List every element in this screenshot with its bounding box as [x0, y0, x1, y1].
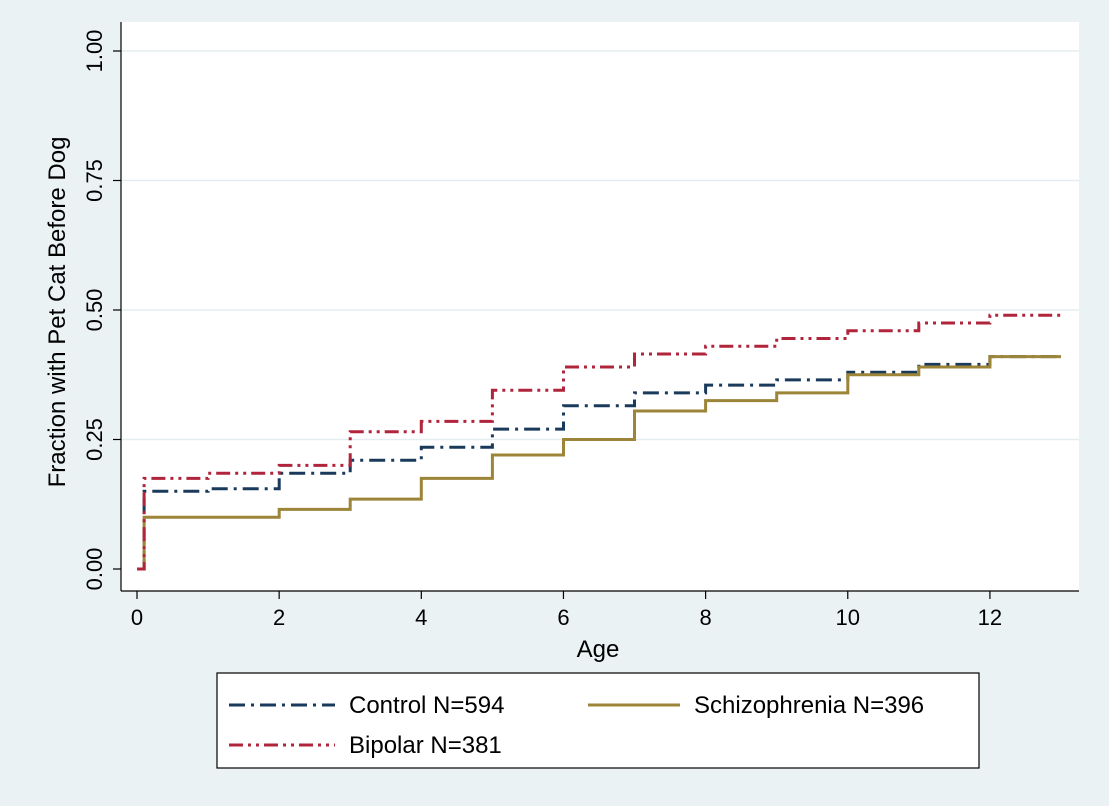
- series-line: [137, 355, 1061, 571]
- y-tick-label: 1.00: [82, 30, 107, 73]
- x-tick-label: 6: [557, 605, 569, 630]
- x-tick-label: 4: [415, 605, 427, 630]
- series-layer: [137, 313, 1061, 571]
- x-tick-label: 10: [836, 605, 860, 630]
- x-axis-title: Age: [577, 636, 620, 663]
- legend-label: Bipolar N=381: [349, 732, 502, 759]
- series-line: [137, 313, 1061, 571]
- legend: Control N=594 Schizophrenia N=396 Bipolar …: [216, 672, 980, 769]
- y-tick-label: 0.75: [82, 159, 107, 202]
- y-tick-label: 0.50: [82, 289, 107, 332]
- x-axis-ticks: 0 2 4 6 8 10 12: [131, 591, 1002, 630]
- x-tick-label: 12: [978, 605, 1002, 630]
- x-tick-label: 0: [131, 605, 143, 630]
- plot-background: [121, 22, 1079, 591]
- y-axis-ticks: 0.00 0.25 0.50 0.75 1.00: [82, 30, 121, 591]
- y-tick-label: 0.25: [82, 418, 107, 461]
- y-tick-label: 0.00: [82, 548, 107, 591]
- series-line: [137, 355, 1061, 571]
- x-tick-label: 2: [273, 605, 285, 630]
- x-tick-label: 8: [699, 605, 711, 630]
- legend-label: Schizophrenia N=396: [694, 692, 924, 719]
- y-axis-title: Fraction with Pet Cat Before Dog: [44, 137, 71, 488]
- legend-box: [216, 672, 980, 769]
- legend-label: Control N=594: [349, 692, 504, 719]
